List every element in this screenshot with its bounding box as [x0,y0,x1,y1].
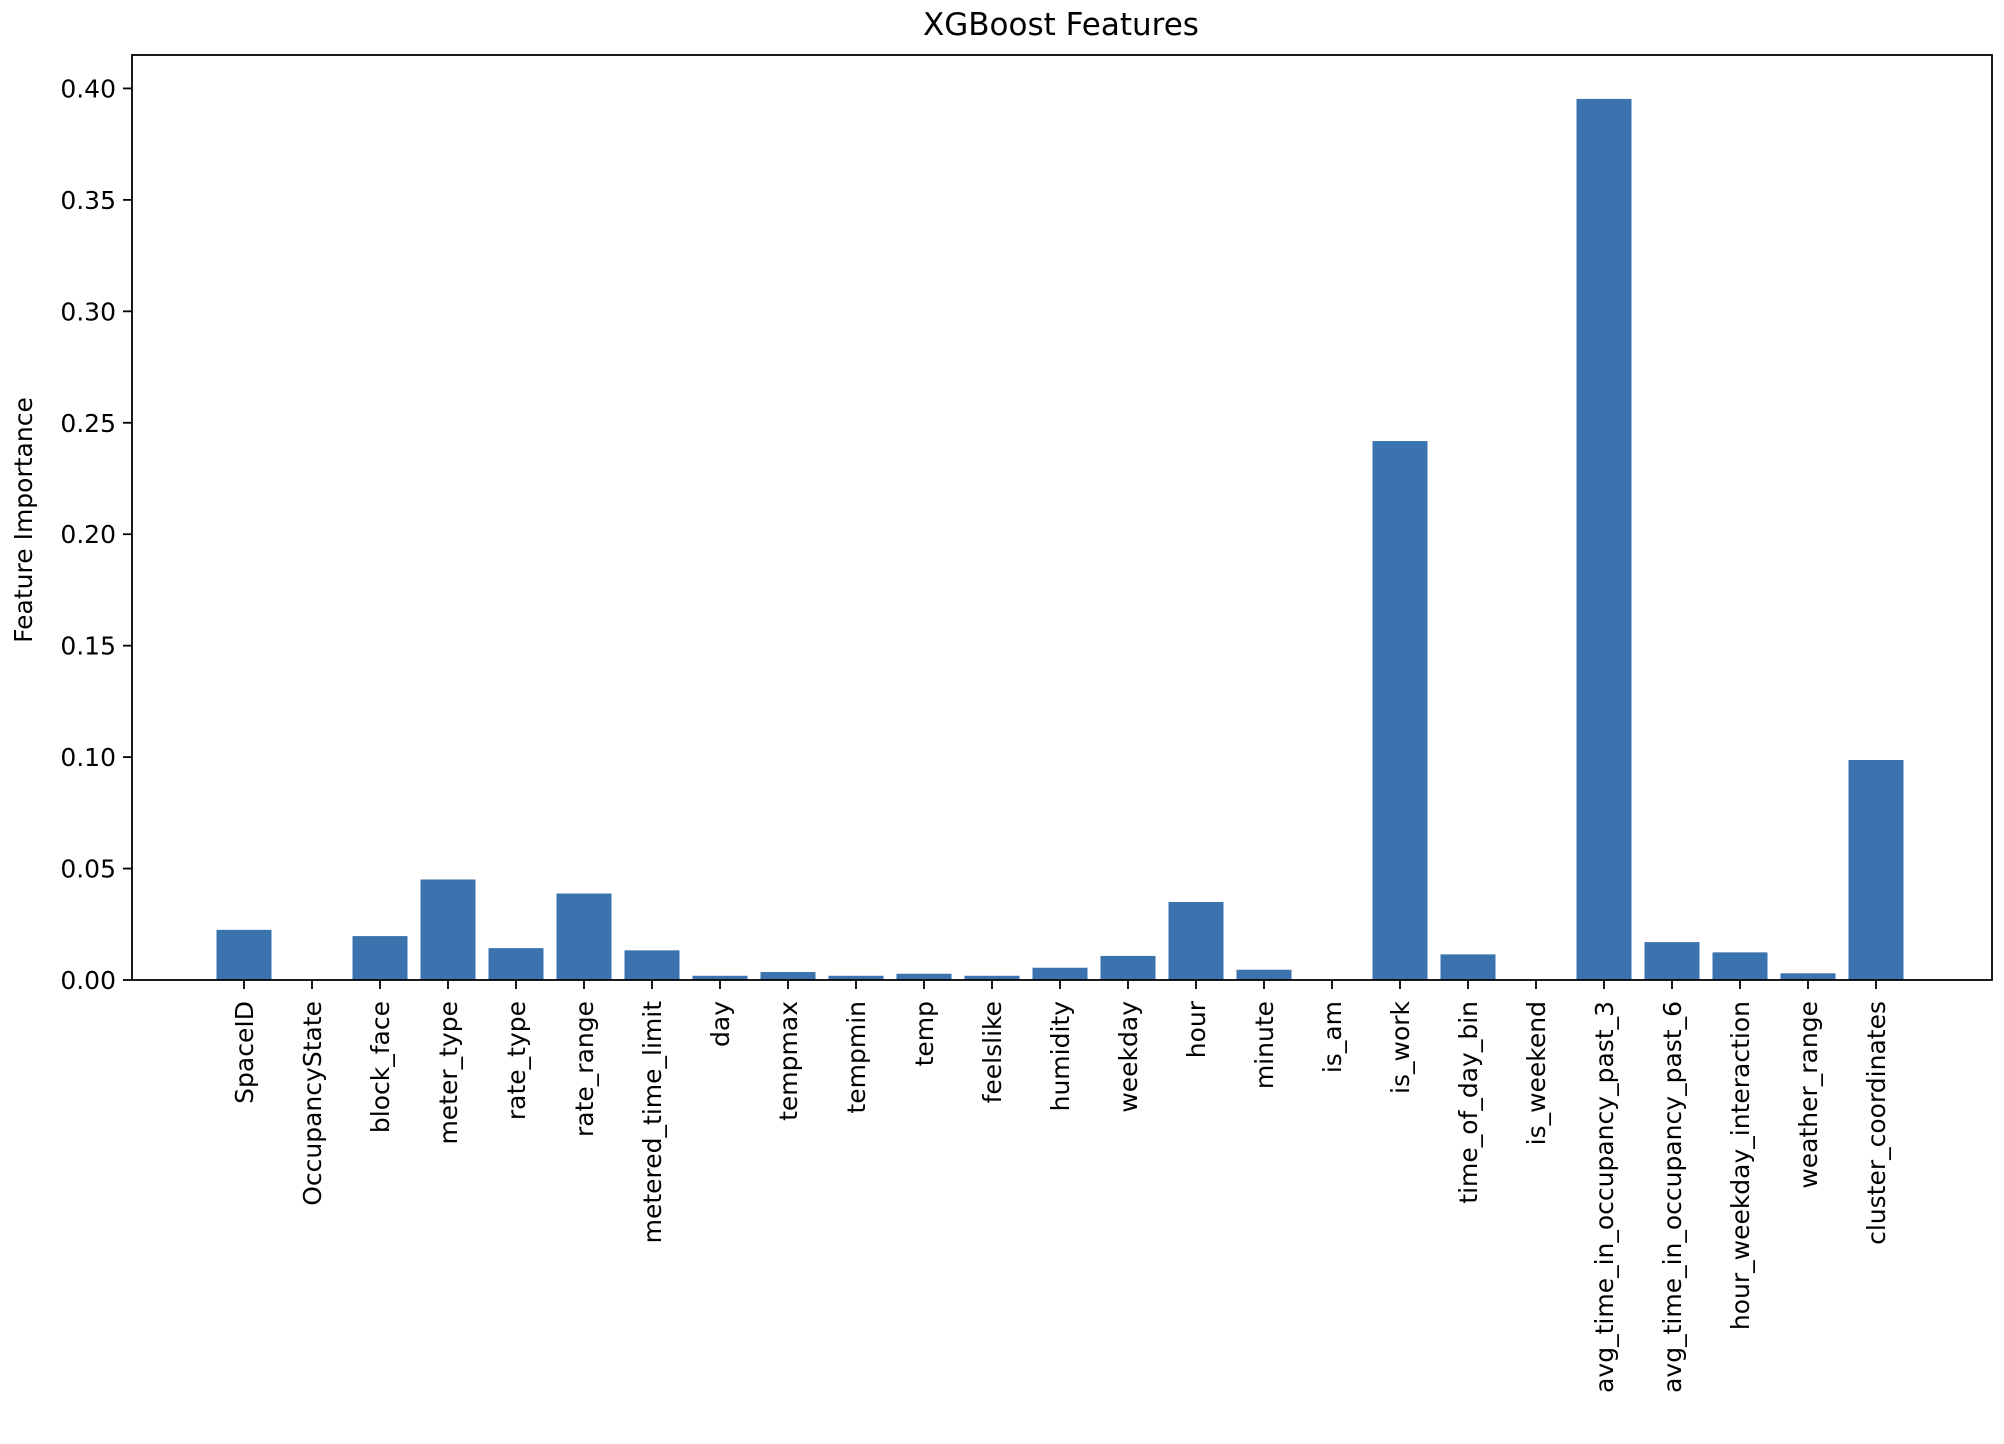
bars-group [216,98,1904,980]
bar-minute [1236,969,1292,980]
x-tick-label-hour_weekday_interaction: hour_weekday_interaction [1726,1001,1755,1330]
bar-weather_range [1780,973,1836,980]
x-tick-label-SpaceID: SpaceID [230,1001,259,1104]
chart-title: XGBoost Features [923,7,1199,43]
bar-cluster_coordinates [1848,760,1904,980]
y-tick-label: 0.25 [60,409,116,438]
bar-meter_type [420,879,476,980]
bar-humidity [1032,967,1088,980]
x-tick-label-tempmin: tempmin [842,1001,871,1114]
x-tick-label-rate_range: rate_range [570,1001,599,1137]
y-tick-label: 0.05 [60,855,116,884]
bar-rate_type [488,948,544,980]
x-tick-label-is_am: is_am [1318,1001,1347,1073]
y-tick-label: 0.30 [60,297,116,326]
y-tick-label: 0.15 [60,632,116,661]
x-ticks-group: SpaceID OccupancyState block_face meter_typ… [230,980,1891,1393]
bar-hour_weekday_interaction [1712,952,1768,980]
x-tick-label-cluster_coordinates: cluster_coordinates [1862,1001,1891,1245]
plot-frame [131,54,1993,981]
bar-metered_time_limit [624,950,680,980]
bar-rate_range [556,893,612,980]
x-tick-label-meter_type: meter_type [434,1001,463,1145]
x-tick-label-hour: hour [1182,1000,1211,1058]
bar-is_work [1372,441,1428,980]
bar-avg_time_in_occupancy_past_3 [1576,98,1632,980]
bar-weekday [1100,955,1156,980]
x-tick-label-tempmax: tempmax [774,1001,803,1121]
bar-time_of_day_bin [1440,954,1496,980]
x-tick-label-is_weekend: is_weekend [1522,1001,1551,1145]
x-tick-label-day: day [706,1001,735,1047]
bar-SpaceID [216,929,272,980]
y-tick-label: 0.35 [60,186,116,215]
y-tick-label: 0.10 [60,743,116,772]
x-tick-label-feelslike: feelslike [978,1001,1007,1103]
bar-temp [896,973,952,980]
y-tick-label: 0.00 [60,966,116,995]
bar-avg_time_in_occupancy_past_6 [1644,942,1700,980]
bar-hour [1168,901,1224,980]
y-tick-label: 0.20 [60,520,116,549]
bar-block_face [352,936,408,980]
x-tick-label-weather_range: weather_range [1794,1001,1823,1189]
y-axis-label: Feature Importance [9,397,38,643]
x-tick-label-minute: minute [1250,1001,1279,1089]
y-ticks-group: 0.00 0.05 0.10 0.15 0.20 0.25 0.30 0.35 0.40 [60,74,132,995]
x-tick-label-humidity: humidity [1046,1001,1075,1112]
bar-day [692,975,748,980]
bar-feelslike [964,975,1020,980]
x-tick-label-metered_time_limit: metered_time_limit [638,1001,667,1244]
x-tick-label-time_of_day_bin: time_of_day_bin [1454,1001,1483,1204]
bar-tempmax [760,971,816,980]
x-tick-label-avg_time_in_occupancy_past_3: avg_time_in_occupancy_past_3 [1590,1001,1619,1393]
bar-tempmin [828,975,884,980]
x-tick-label-OccupancyState: OccupancyState [298,1001,327,1206]
x-tick-label-is_work: is_work [1386,1000,1415,1093]
x-tick-label-block_face: block_face [366,1001,395,1133]
y-tick-label: 0.40 [60,74,116,103]
x-tick-label-avg_time_in_occupancy_past_6: avg_time_in_occupancy_past_6 [1658,1001,1687,1393]
x-tick-label-weekday: weekday [1114,1001,1143,1113]
x-tick-label-rate_type: rate_type [502,1001,531,1120]
x-tick-label-temp: temp [910,1001,939,1066]
